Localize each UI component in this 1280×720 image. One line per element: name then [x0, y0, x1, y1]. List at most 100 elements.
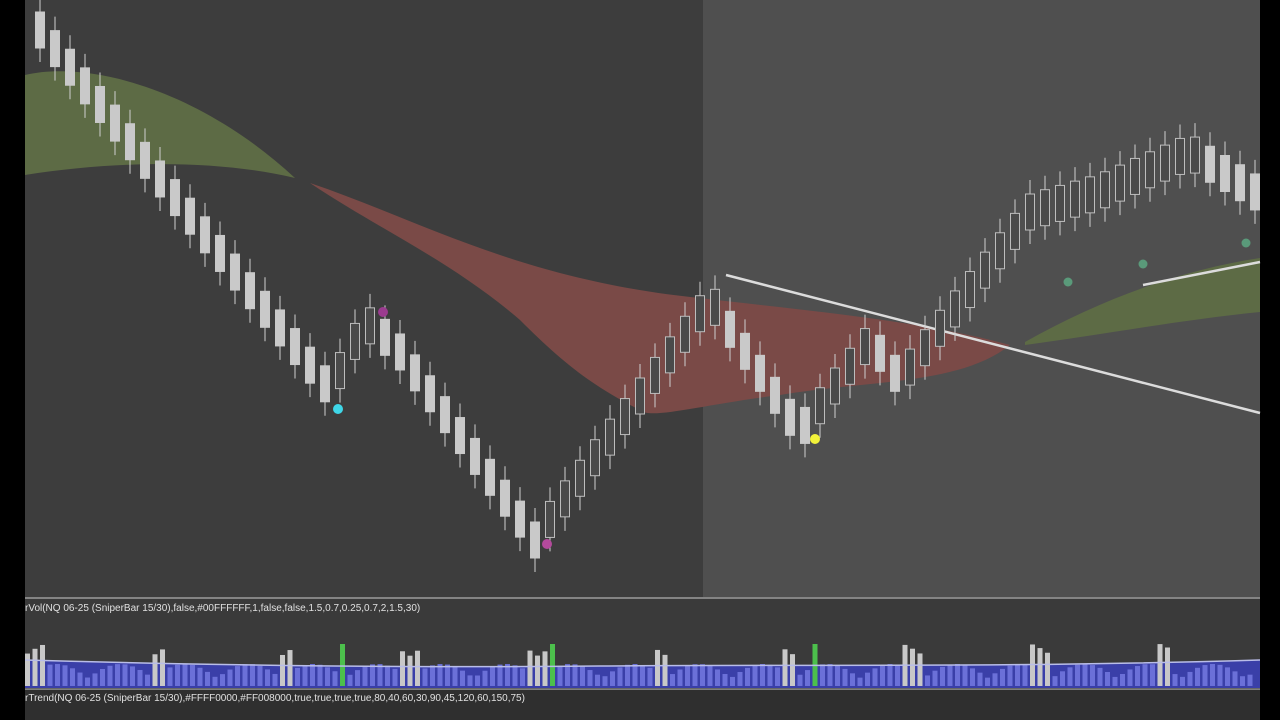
volume-bar [137, 669, 143, 686]
volume-bar [85, 677, 90, 686]
candle [1115, 164, 1125, 202]
volume-bar [227, 669, 233, 686]
candle [1055, 184, 1065, 222]
signal-dot [333, 404, 343, 414]
candle [875, 334, 885, 372]
volume-bar [782, 649, 788, 686]
candle [620, 398, 630, 436]
volume-bar [955, 664, 960, 686]
volume-bar [145, 674, 150, 686]
volume-bar [190, 665, 195, 686]
volume-bar [1097, 667, 1103, 686]
volume-bar [295, 667, 300, 686]
volume-bar [1150, 664, 1155, 686]
volume-bar [1037, 648, 1043, 686]
signal-dot [542, 539, 552, 549]
volume-bar [617, 667, 623, 686]
candle [800, 406, 810, 444]
volume-bar [805, 670, 810, 686]
volume-bar [700, 664, 705, 686]
volume-bar [467, 675, 473, 686]
volume-bar [587, 670, 593, 686]
volume-bar [107, 665, 113, 686]
volume-bar [32, 648, 38, 686]
volume-bar [355, 670, 360, 686]
volume-bar [92, 673, 98, 686]
volume-bar [205, 671, 210, 686]
volume-bar [122, 664, 128, 686]
volume-bar [940, 666, 945, 686]
trend-pane [25, 689, 1260, 720]
candle [320, 365, 330, 403]
candle [1145, 151, 1155, 189]
volume-bar [460, 670, 465, 686]
volume-bar [685, 666, 690, 686]
candle [1040, 189, 1050, 227]
volume-bar [287, 650, 293, 686]
candle [680, 315, 690, 353]
volume-bar [475, 675, 480, 686]
volume-bar [1090, 665, 1095, 686]
volume-bar [340, 644, 345, 686]
volume-bar [827, 664, 833, 686]
volume-bar [730, 676, 735, 686]
volume-bar [482, 670, 488, 686]
volume-bar [535, 655, 540, 686]
candle [605, 418, 615, 456]
volume-bar [647, 667, 653, 686]
volume-bar [1142, 664, 1148, 686]
volume-bar [655, 649, 660, 686]
volume-bar [880, 665, 885, 686]
candle [1220, 155, 1230, 192]
volume-bar [152, 654, 158, 686]
volume-bar [415, 650, 420, 686]
volume-bar [1187, 671, 1193, 686]
candle [305, 346, 315, 384]
volume-bar [692, 664, 698, 686]
volume-bar [235, 666, 240, 686]
volume-bar [677, 669, 683, 686]
volume-bar [602, 676, 608, 686]
volume-bar [437, 664, 443, 686]
candle [950, 290, 960, 328]
volume-bar [1045, 652, 1050, 686]
volume-bar [1202, 665, 1208, 686]
volume-bar [925, 675, 930, 686]
signal-dot [1063, 277, 1073, 287]
volume-bar [1210, 664, 1215, 686]
volume-bar [1217, 664, 1223, 686]
signal-dot [1138, 259, 1148, 269]
candle [890, 354, 900, 392]
volume-bar [407, 655, 413, 686]
volume-bar [497, 664, 503, 686]
volume-bar [715, 669, 720, 686]
volume-bar [632, 664, 638, 686]
candle [290, 328, 300, 366]
volume-bar [70, 668, 75, 686]
volume-bar [175, 664, 180, 686]
volume-bar [985, 677, 990, 686]
candle [125, 123, 135, 161]
volume-bar [47, 664, 53, 686]
candle [815, 387, 825, 425]
volume-bar [745, 667, 750, 686]
candle [530, 521, 540, 559]
volume-bar [722, 674, 728, 686]
candle [860, 328, 870, 366]
volume-bar [1225, 667, 1230, 686]
volume-bar [932, 670, 938, 686]
candle [545, 500, 555, 538]
volume-bar [400, 651, 405, 686]
volume-bar [850, 673, 855, 686]
candle [110, 104, 120, 142]
volume-bar [257, 666, 263, 686]
candles [35, 0, 1260, 572]
candle [725, 310, 735, 348]
candle [755, 354, 765, 392]
candle [980, 251, 990, 289]
green-band [25, 71, 295, 178]
candle [380, 318, 390, 356]
volume-bar [1000, 668, 1005, 686]
volume-bar [1195, 667, 1200, 686]
candle [425, 375, 435, 413]
